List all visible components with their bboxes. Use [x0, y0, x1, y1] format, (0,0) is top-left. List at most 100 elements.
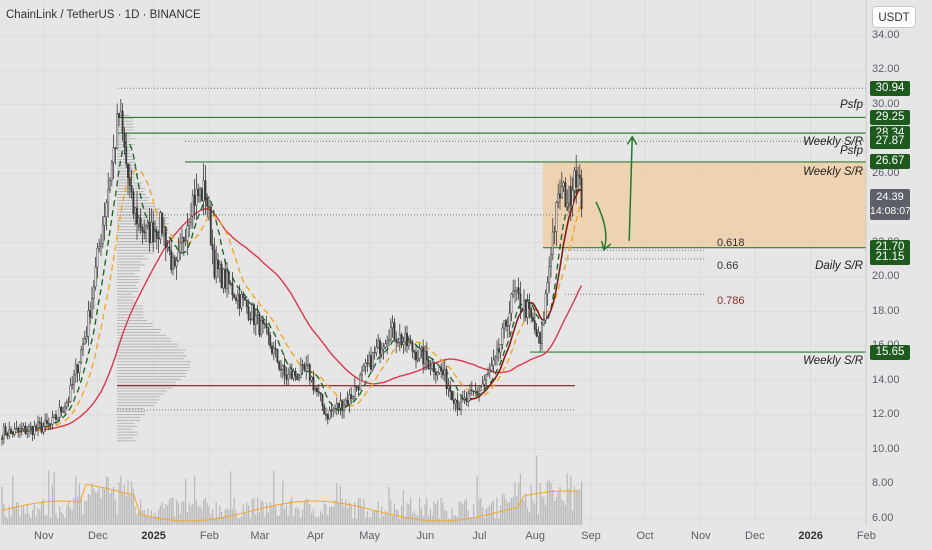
- candle-body: [323, 405, 326, 415]
- candle-body: [182, 237, 185, 243]
- candle-body: [503, 320, 506, 329]
- volume-bar: [213, 517, 215, 525]
- currency-button[interactable]: USDT: [872, 6, 916, 28]
- volume-bar: [217, 517, 219, 525]
- volume-bar: [377, 501, 379, 525]
- volume-bar: [289, 500, 291, 525]
- candle-body: [571, 190, 574, 206]
- candle-body: [422, 347, 425, 365]
- volume-bar: [159, 505, 161, 525]
- level-tag: Psfp: [839, 144, 863, 157]
- candle-body: [38, 421, 41, 424]
- time-axis-tick: Dec: [745, 530, 765, 542]
- candle-body: [411, 341, 414, 352]
- candle-body: [523, 299, 525, 311]
- candle-countdown: 14:08:07: [870, 205, 911, 218]
- candle-body: [310, 376, 313, 381]
- candle-body: [181, 237, 183, 243]
- candle-body: [85, 336, 88, 339]
- candle-body: [344, 399, 347, 406]
- candle-body: [402, 341, 405, 345]
- volume-bar: [116, 513, 118, 525]
- volume-bar: [413, 510, 415, 525]
- volume-bar: [248, 505, 250, 525]
- candle-body: [496, 348, 498, 358]
- candle-body: [260, 319, 263, 336]
- candle-body: [458, 408, 461, 410]
- candle-body: [335, 403, 338, 409]
- volume-bar: [77, 496, 79, 525]
- volume-bar: [71, 510, 73, 525]
- candle-body: [352, 396, 354, 399]
- price-axis-tick: 12.00: [872, 408, 900, 420]
- candle-body: [391, 322, 394, 329]
- candle-body: [17, 428, 20, 432]
- volume-bar: [487, 507, 489, 525]
- volume-bar: [177, 503, 179, 525]
- candle-body: [379, 340, 381, 355]
- candle-body: [517, 287, 520, 295]
- candle-body: [490, 365, 493, 371]
- volume-bar: [95, 492, 97, 525]
- volume-bar: [417, 515, 419, 525]
- volume-bar: [330, 505, 332, 525]
- volume-bar: [501, 493, 503, 525]
- candle-body: [109, 180, 111, 190]
- volume-bar: [446, 511, 448, 525]
- candle-body: [175, 260, 178, 267]
- volume-bar: [163, 508, 165, 525]
- volume-bar: [518, 482, 520, 525]
- candle-body: [245, 299, 248, 307]
- candle-body: [492, 359, 495, 366]
- candle-body: [454, 399, 457, 404]
- volume-bar: [284, 509, 286, 525]
- candle-body: [343, 404, 345, 411]
- candle-body: [281, 365, 284, 371]
- candle-body: [24, 425, 27, 434]
- price-axis-tick: 14.00: [872, 373, 900, 386]
- volume-bar: [521, 499, 523, 525]
- moving-averages: [1, 141, 583, 440]
- ema-orange-line: [1, 169, 583, 440]
- candle-body: [470, 389, 473, 392]
- volume-bar: [552, 489, 554, 525]
- level-tag: Daily S/R: [815, 260, 863, 273]
- candle-body: [443, 369, 446, 376]
- volume-bar: [516, 495, 518, 525]
- candle-body: [44, 420, 47, 427]
- volume-bar: [222, 517, 224, 525]
- volume-bar: [24, 514, 26, 525]
- projection-arrows: [595, 138, 632, 249]
- candle-body: [415, 351, 417, 361]
- volume-bar: [55, 512, 57, 525]
- candle-body: [224, 268, 227, 289]
- candle-body: [533, 320, 536, 330]
- ema-green-line: [1, 141, 583, 440]
- candle-body: [362, 365, 365, 372]
- candle-body: [96, 247, 99, 268]
- volume-bar: [120, 475, 122, 525]
- volume-bar: [201, 509, 203, 525]
- candle-body: [469, 389, 471, 394]
- volume-bar: [262, 501, 264, 525]
- candle-body: [544, 293, 547, 321]
- price-level-box: 21.15: [870, 249, 910, 265]
- candle-body: [83, 338, 86, 345]
- volume-bar: [293, 516, 295, 525]
- candle-body: [409, 341, 412, 344]
- candle-body: [82, 343, 84, 351]
- candle-body: [148, 222, 151, 244]
- candle-body: [296, 375, 299, 380]
- candle-body: [78, 361, 81, 373]
- candle-body: [47, 423, 50, 425]
- candle-body: [247, 306, 250, 320]
- candle-body: [11, 431, 14, 435]
- candle-body: [400, 334, 403, 345]
- volume-bar: [370, 517, 372, 525]
- candle-body: [476, 391, 479, 394]
- volume-bar: [114, 499, 116, 525]
- candle-body: [548, 265, 551, 283]
- fib-label: 0.618: [717, 237, 745, 250]
- volume-bar: [66, 505, 68, 525]
